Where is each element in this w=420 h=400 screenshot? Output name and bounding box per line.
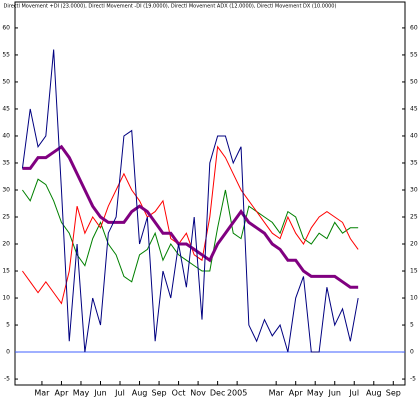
y-tick-label-right: 55	[410, 51, 418, 58]
y-tick-label-right: 50	[410, 78, 418, 85]
y-tick-label: 30	[2, 186, 10, 193]
x-tick-label: Nov	[190, 389, 206, 398]
y-tick-label: 50	[2, 78, 10, 85]
x-tick-label: Mar	[34, 389, 50, 398]
x-tick-label: May	[307, 389, 324, 398]
y-tick-label-right: 15	[410, 268, 418, 275]
y-tick-label-right: 10	[410, 295, 418, 302]
x-tick-label: Mar	[269, 389, 285, 398]
x-tick-label: Jul	[348, 389, 359, 398]
y-tick-label-right: 60	[410, 24, 418, 31]
y-tick-label-right: 0	[410, 349, 414, 356]
chart-title: Directl Movement +DI (23.0000), Directl …	[4, 4, 337, 10]
y-tick-label: 60	[2, 24, 10, 31]
x-tick-label: May	[73, 389, 90, 398]
y-tick-label: -5	[4, 376, 10, 383]
y-tick-label-right: 20	[410, 241, 418, 248]
x-tick-label: Oct	[172, 389, 186, 398]
y-tick-label: 5	[6, 322, 10, 329]
y-tick-label-right: 35	[410, 159, 418, 166]
y-tick-label-right: 45	[410, 105, 418, 112]
x-tick-label: Apr	[289, 389, 304, 398]
y-tick-label: 10	[2, 295, 10, 302]
x-tick-label: Jun	[93, 389, 107, 398]
x-tick-label: Aug	[366, 389, 382, 398]
x-tick-label: Sep	[152, 389, 167, 398]
series-line	[22, 144, 359, 289]
series-line	[22, 145, 359, 305]
y-tick-label-right: 25	[410, 213, 418, 220]
y-tick-label: 45	[2, 105, 10, 112]
y-tick-label-right: -5	[410, 376, 416, 383]
y-tick-label-right: 30	[410, 186, 418, 193]
y-tick-label-right: 5	[410, 322, 414, 329]
x-tick-label: Dec	[210, 389, 225, 398]
y-tick-label: 15	[2, 268, 10, 275]
x-tick-label: Apr	[55, 389, 70, 398]
x-tick-label: Sep	[386, 389, 401, 398]
x-tick-label: Jun	[327, 389, 341, 398]
y-tick-label: 40	[2, 132, 10, 139]
y-tick-label: 35	[2, 159, 10, 166]
x-tick-label: Jul	[114, 389, 125, 398]
y-tick-label: 55	[2, 51, 10, 58]
y-tick-label: 0	[6, 349, 10, 356]
series-line	[21, 49, 359, 353]
x-tick-label: 2005	[227, 389, 247, 398]
x-tick-label: Aug	[132, 389, 148, 398]
y-tick-label-right: 40	[410, 132, 418, 139]
series-line	[22, 178, 359, 283]
y-tick-label: 25	[2, 213, 10, 220]
y-tick-label: 20	[2, 241, 10, 248]
plot-frame	[14, 1, 406, 386]
